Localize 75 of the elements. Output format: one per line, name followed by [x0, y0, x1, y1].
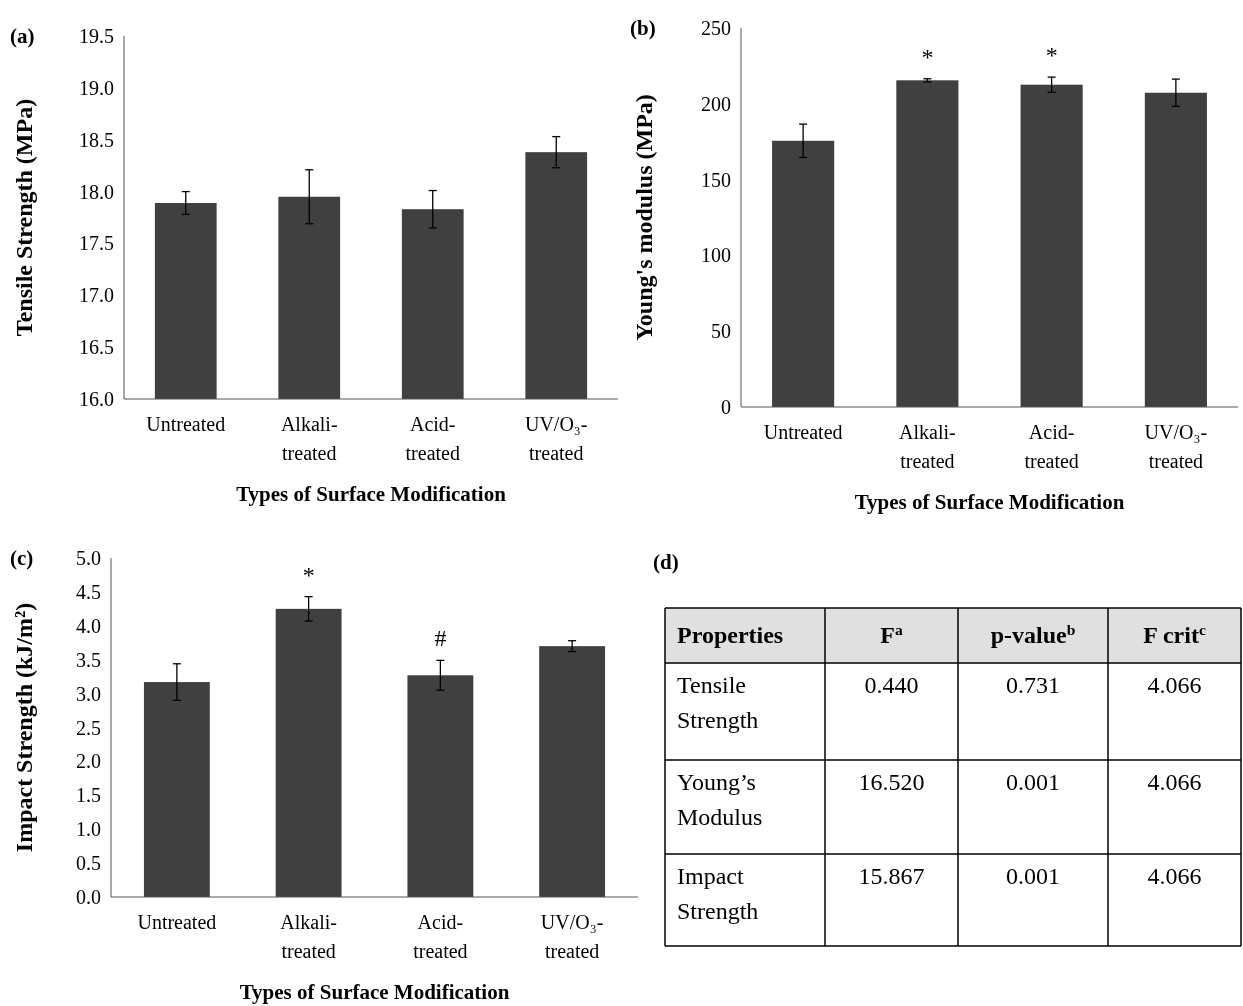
y-tick-label: 150 [701, 168, 731, 191]
bar [143, 682, 210, 897]
x-tick-label: Acid-treated [1024, 421, 1079, 472]
y-axis-title: Young's modulus (MPa) [631, 94, 657, 341]
y-axis-title: Tensile Strength (MPa) [11, 98, 37, 337]
y-axis-title: Impact Strength (kJ/m²) [11, 602, 37, 853]
text: F crit$^{c}$ [1143, 620, 1206, 648]
x-tick-label: UV/O₃-treated [1144, 421, 1208, 472]
y-tick-label: 17.0 [79, 284, 114, 307]
y-tick-label: 16.5 [79, 336, 114, 359]
text: 4.066 [1147, 672, 1202, 698]
y-tick-label: 19.0 [79, 76, 114, 99]
text: 15.867 [858, 863, 925, 889]
x-tick-label: Untreated [763, 421, 843, 443]
y-tick-label: 4.5 [76, 580, 101, 603]
bar [1144, 92, 1207, 407]
y-tick-label: 1.5 [76, 784, 101, 807]
x-tick-label: Acid-treated [413, 911, 468, 962]
text: Young’s Modulus [677, 769, 763, 830]
x-tick-label: Alkali-treated [280, 911, 337, 962]
bar [407, 675, 474, 897]
y-tick-label: 0.0 [76, 886, 101, 908]
y-tick-label: 3.5 [76, 648, 101, 671]
bar [275, 608, 342, 897]
x-tick-label: Alkali-treated [280, 413, 338, 464]
bar [896, 80, 959, 407]
chart-title: (c) [10, 546, 34, 571]
x-axis-title: Types of Surface Modification [239, 980, 510, 1004]
y-tick-label: 0.5 [76, 852, 101, 875]
y-tick-label: 200 [701, 92, 731, 115]
y-tick-label: 250 [701, 17, 731, 39]
x-tick-label: Untreated [146, 413, 226, 435]
data-label: * [921, 43, 934, 70]
y-tick-label: 2.5 [76, 716, 101, 739]
x-axis-title: Types of Surface Modification [854, 490, 1125, 514]
chart-title: (b) [630, 16, 656, 41]
data-label: # [434, 625, 447, 652]
x-axis-title: Types of Surface Modification [236, 482, 507, 506]
x-tick-label: Alkali-treated [899, 421, 956, 472]
text: Tensile Strength [677, 672, 759, 733]
data-label: * [302, 561, 315, 588]
x-tick-label: UV/O₃-treated [540, 911, 604, 962]
y-tick-label: 19.5 [79, 25, 114, 47]
y-tick-label: 4.0 [76, 614, 101, 637]
y-tick-label: 18.0 [79, 180, 114, 203]
text: 16.520 [858, 769, 925, 795]
text: p-value$^{b}$ [990, 620, 1076, 648]
text: 0.001 [1006, 863, 1060, 889]
x-tick-label: Acid-treated [405, 413, 460, 464]
data-label: * [1045, 42, 1058, 69]
y-tick-label: 2.0 [76, 750, 101, 773]
text: 0.731 [1006, 672, 1060, 698]
y-tick-label: 16.0 [79, 388, 114, 410]
y-tick-label: 100 [701, 244, 731, 267]
x-tick-label: UV/O₃-treated [524, 413, 588, 464]
y-tick-label: 3.0 [76, 682, 101, 705]
text: 0.001 [1006, 769, 1060, 795]
text: 4.066 [1147, 769, 1202, 795]
text: F$^{a}$ [880, 620, 903, 648]
bar [1020, 84, 1083, 407]
x-tick-label: Untreated [137, 911, 217, 933]
bar [539, 646, 606, 897]
bar [772, 140, 835, 407]
chart-title: (a) [10, 24, 35, 49]
text: 0.440 [864, 672, 919, 698]
y-tick-label: 50 [711, 320, 731, 343]
y-tick-label: 0 [721, 396, 731, 418]
y-tick-label: 17.5 [79, 232, 114, 255]
text: (d) [653, 550, 679, 575]
text: Properties [677, 622, 784, 648]
y-tick-label: 18.5 [79, 128, 114, 151]
text: 4.066 [1147, 863, 1202, 889]
y-tick-label: 5.0 [76, 547, 101, 569]
text: Impact Strength [677, 863, 759, 924]
y-tick-label: 1.0 [76, 818, 101, 841]
